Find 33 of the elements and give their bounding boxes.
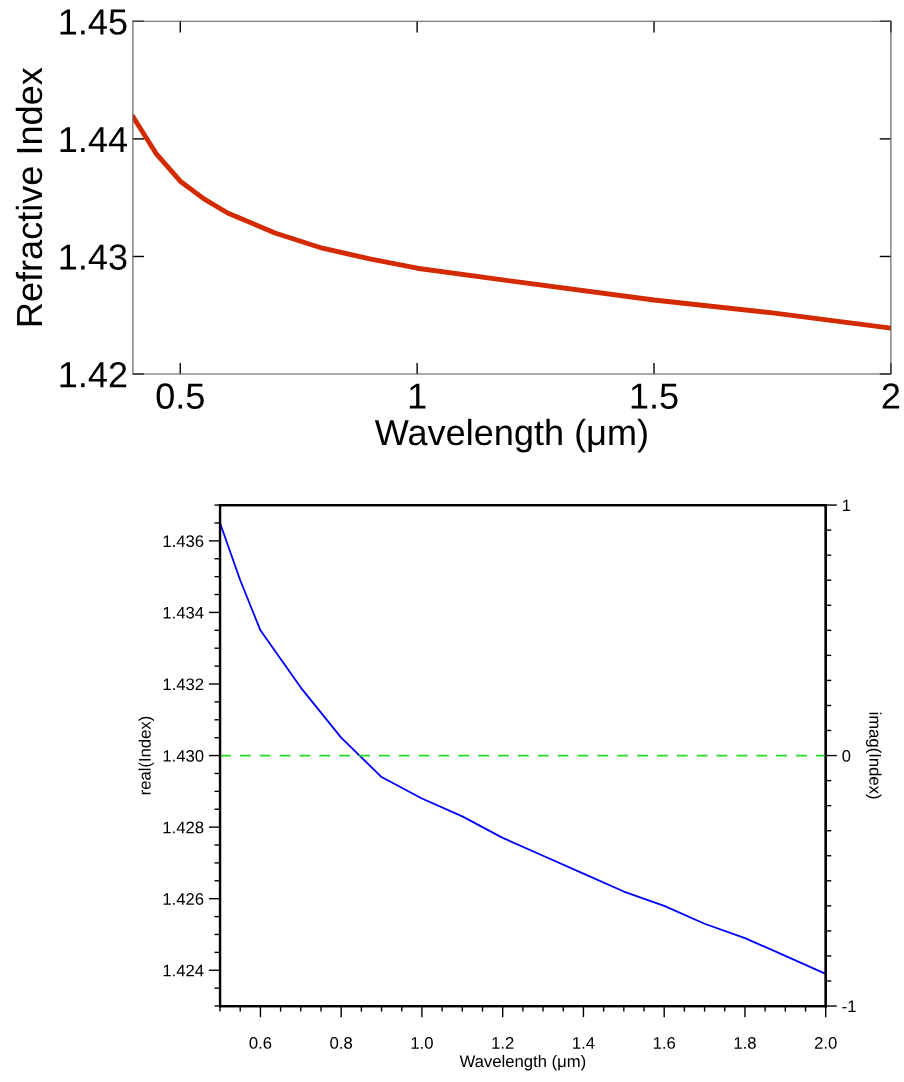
y-tick-label: 1.432 (163, 678, 204, 691)
x-tick-label: 1.0 (411, 1037, 433, 1049)
y-tick-label: 1.430 (163, 749, 204, 762)
x-tick-label: 1.6 (653, 1037, 676, 1049)
x-tick-label: 2 (882, 383, 900, 409)
x-tick-label: 1 (409, 383, 426, 409)
x-tick-label: 1.4 (573, 1037, 595, 1049)
x-axis-title: Wavelength (μm) (374, 418, 647, 453)
y-tick-label: 1.42 (60, 361, 127, 388)
y-tick-label: 1.436 (163, 535, 204, 548)
x-tick-label: 1.2 (492, 1037, 514, 1049)
y2-tick-label: 0 (842, 749, 851, 762)
x-tick-label: 0.6 (249, 1037, 272, 1049)
y-tick-label: 1.434 (163, 606, 204, 619)
y2-tick-label: 1 (842, 499, 851, 512)
x-tick-label: 1.5 (631, 383, 678, 409)
x-tick-label: 0.8 (330, 1037, 353, 1049)
y-tick-label: 1.45 (60, 9, 127, 35)
y-axis-title: real(Index) (138, 716, 155, 795)
y-tick-label: 1.426 (163, 893, 204, 905)
y2-axis-title: imag(Index) (865, 712, 882, 799)
x-tick-label: 0.5 (156, 383, 204, 409)
line-series (132, 114, 891, 331)
y-tick-label: 1.43 (60, 244, 127, 270)
line-series (220, 522, 826, 975)
x-tick-label: 2.0 (814, 1037, 837, 1049)
y-axis-title: Refractive Index (15, 67, 43, 326)
y2-tick-label: -1 (842, 1000, 856, 1013)
x-tick-label: 1.8 (734, 1037, 756, 1049)
x-axis-title: Wavelength (μm) (459, 1054, 586, 1071)
y-tick-label: 1.44 (60, 127, 127, 152)
y-tick-label: 1.424 (163, 964, 204, 977)
y-tick-label: 1.428 (163, 821, 204, 834)
